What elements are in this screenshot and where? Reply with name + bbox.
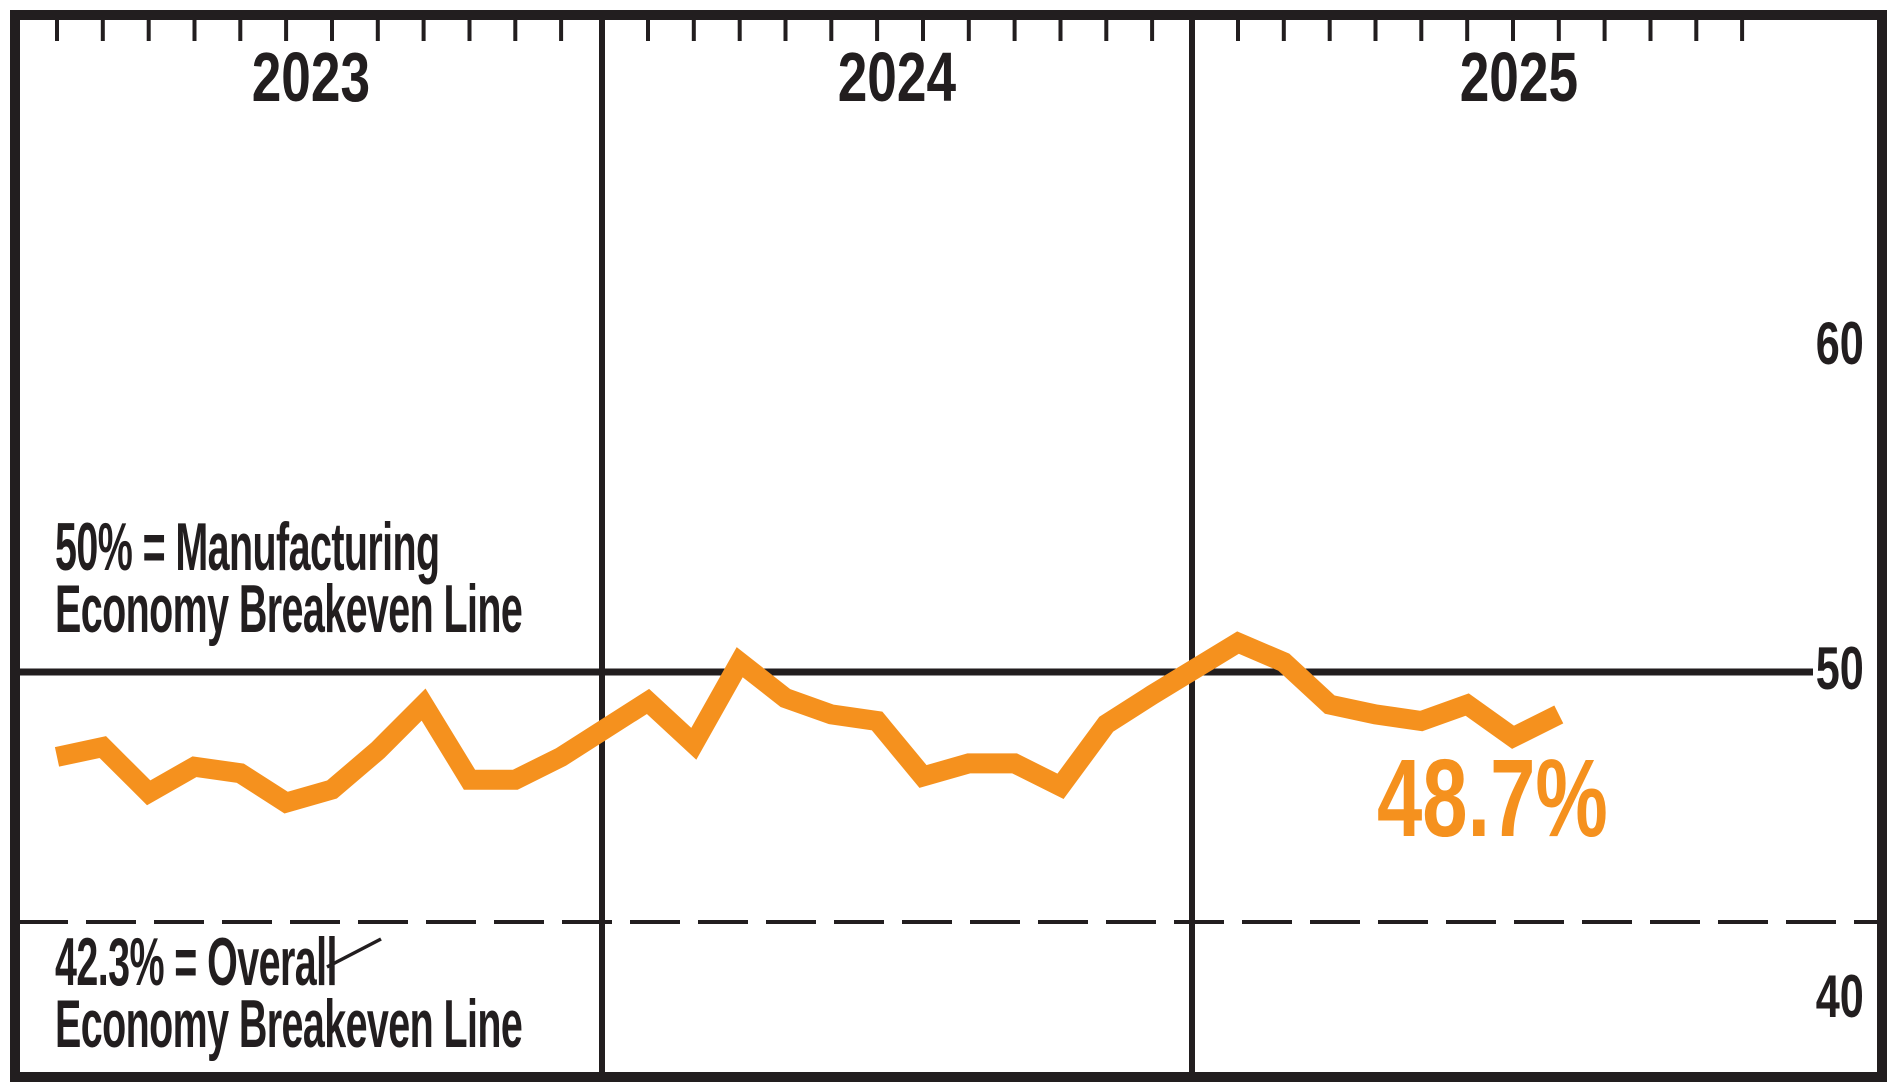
month-tick bbox=[1511, 20, 1515, 41]
month-tick bbox=[55, 20, 59, 41]
month-tick bbox=[783, 20, 788, 41]
month-tick bbox=[146, 20, 151, 41]
month-tick bbox=[646, 20, 650, 41]
month-tick bbox=[1419, 20, 1424, 41]
month-tick bbox=[284, 20, 289, 41]
y-axis-label-50: 50 bbox=[1815, 635, 1864, 702]
month-tick bbox=[1648, 20, 1653, 41]
pmi-data-line bbox=[54, 631, 1564, 814]
month-tick bbox=[1327, 20, 1332, 41]
month-tick bbox=[875, 20, 880, 41]
y-axis-label-60: 60 bbox=[1815, 310, 1864, 377]
callout-pointer-line bbox=[326, 937, 382, 969]
month-tick bbox=[421, 20, 426, 41]
month-tick-marks bbox=[55, 20, 1745, 41]
month-tick bbox=[513, 20, 518, 41]
month-tick bbox=[1465, 20, 1470, 41]
month-tick bbox=[1104, 20, 1109, 41]
month-tick bbox=[238, 20, 243, 41]
month-tick bbox=[1373, 20, 1378, 41]
month-tick bbox=[559, 20, 564, 41]
year-label-2024: 2024 bbox=[837, 38, 957, 116]
year-label-2025: 2025 bbox=[1459, 38, 1579, 116]
manufacturing-breakeven-note: 50% = Manufacturing Economy Breakeven Li… bbox=[55, 509, 523, 647]
month-tick bbox=[921, 20, 925, 41]
month-tick bbox=[691, 20, 696, 41]
month-tick bbox=[737, 20, 742, 41]
month-tick bbox=[330, 20, 334, 41]
month-tick bbox=[192, 20, 197, 41]
year-label-2023: 2023 bbox=[251, 38, 371, 116]
latest-value-callout: 48.7% bbox=[1377, 737, 1608, 860]
month-tick bbox=[1281, 20, 1286, 41]
month-tick bbox=[467, 20, 472, 41]
month-tick bbox=[1740, 20, 1745, 41]
month-tick bbox=[1694, 20, 1699, 41]
month-tick bbox=[375, 20, 380, 41]
month-tick bbox=[1556, 20, 1561, 41]
overall-breakeven-note: 42.3% = Overall Economy Breakeven Line bbox=[55, 924, 523, 1062]
month-tick bbox=[966, 20, 971, 41]
month-tick bbox=[1236, 20, 1240, 41]
month-tick bbox=[100, 20, 105, 41]
y-axis-label-40: 40 bbox=[1815, 963, 1864, 1030]
month-tick bbox=[1058, 20, 1063, 41]
month-tick bbox=[1602, 20, 1607, 41]
month-tick bbox=[1150, 20, 1155, 41]
chart-frame bbox=[10, 10, 1887, 1082]
month-tick bbox=[829, 20, 834, 41]
month-tick bbox=[1012, 20, 1017, 41]
